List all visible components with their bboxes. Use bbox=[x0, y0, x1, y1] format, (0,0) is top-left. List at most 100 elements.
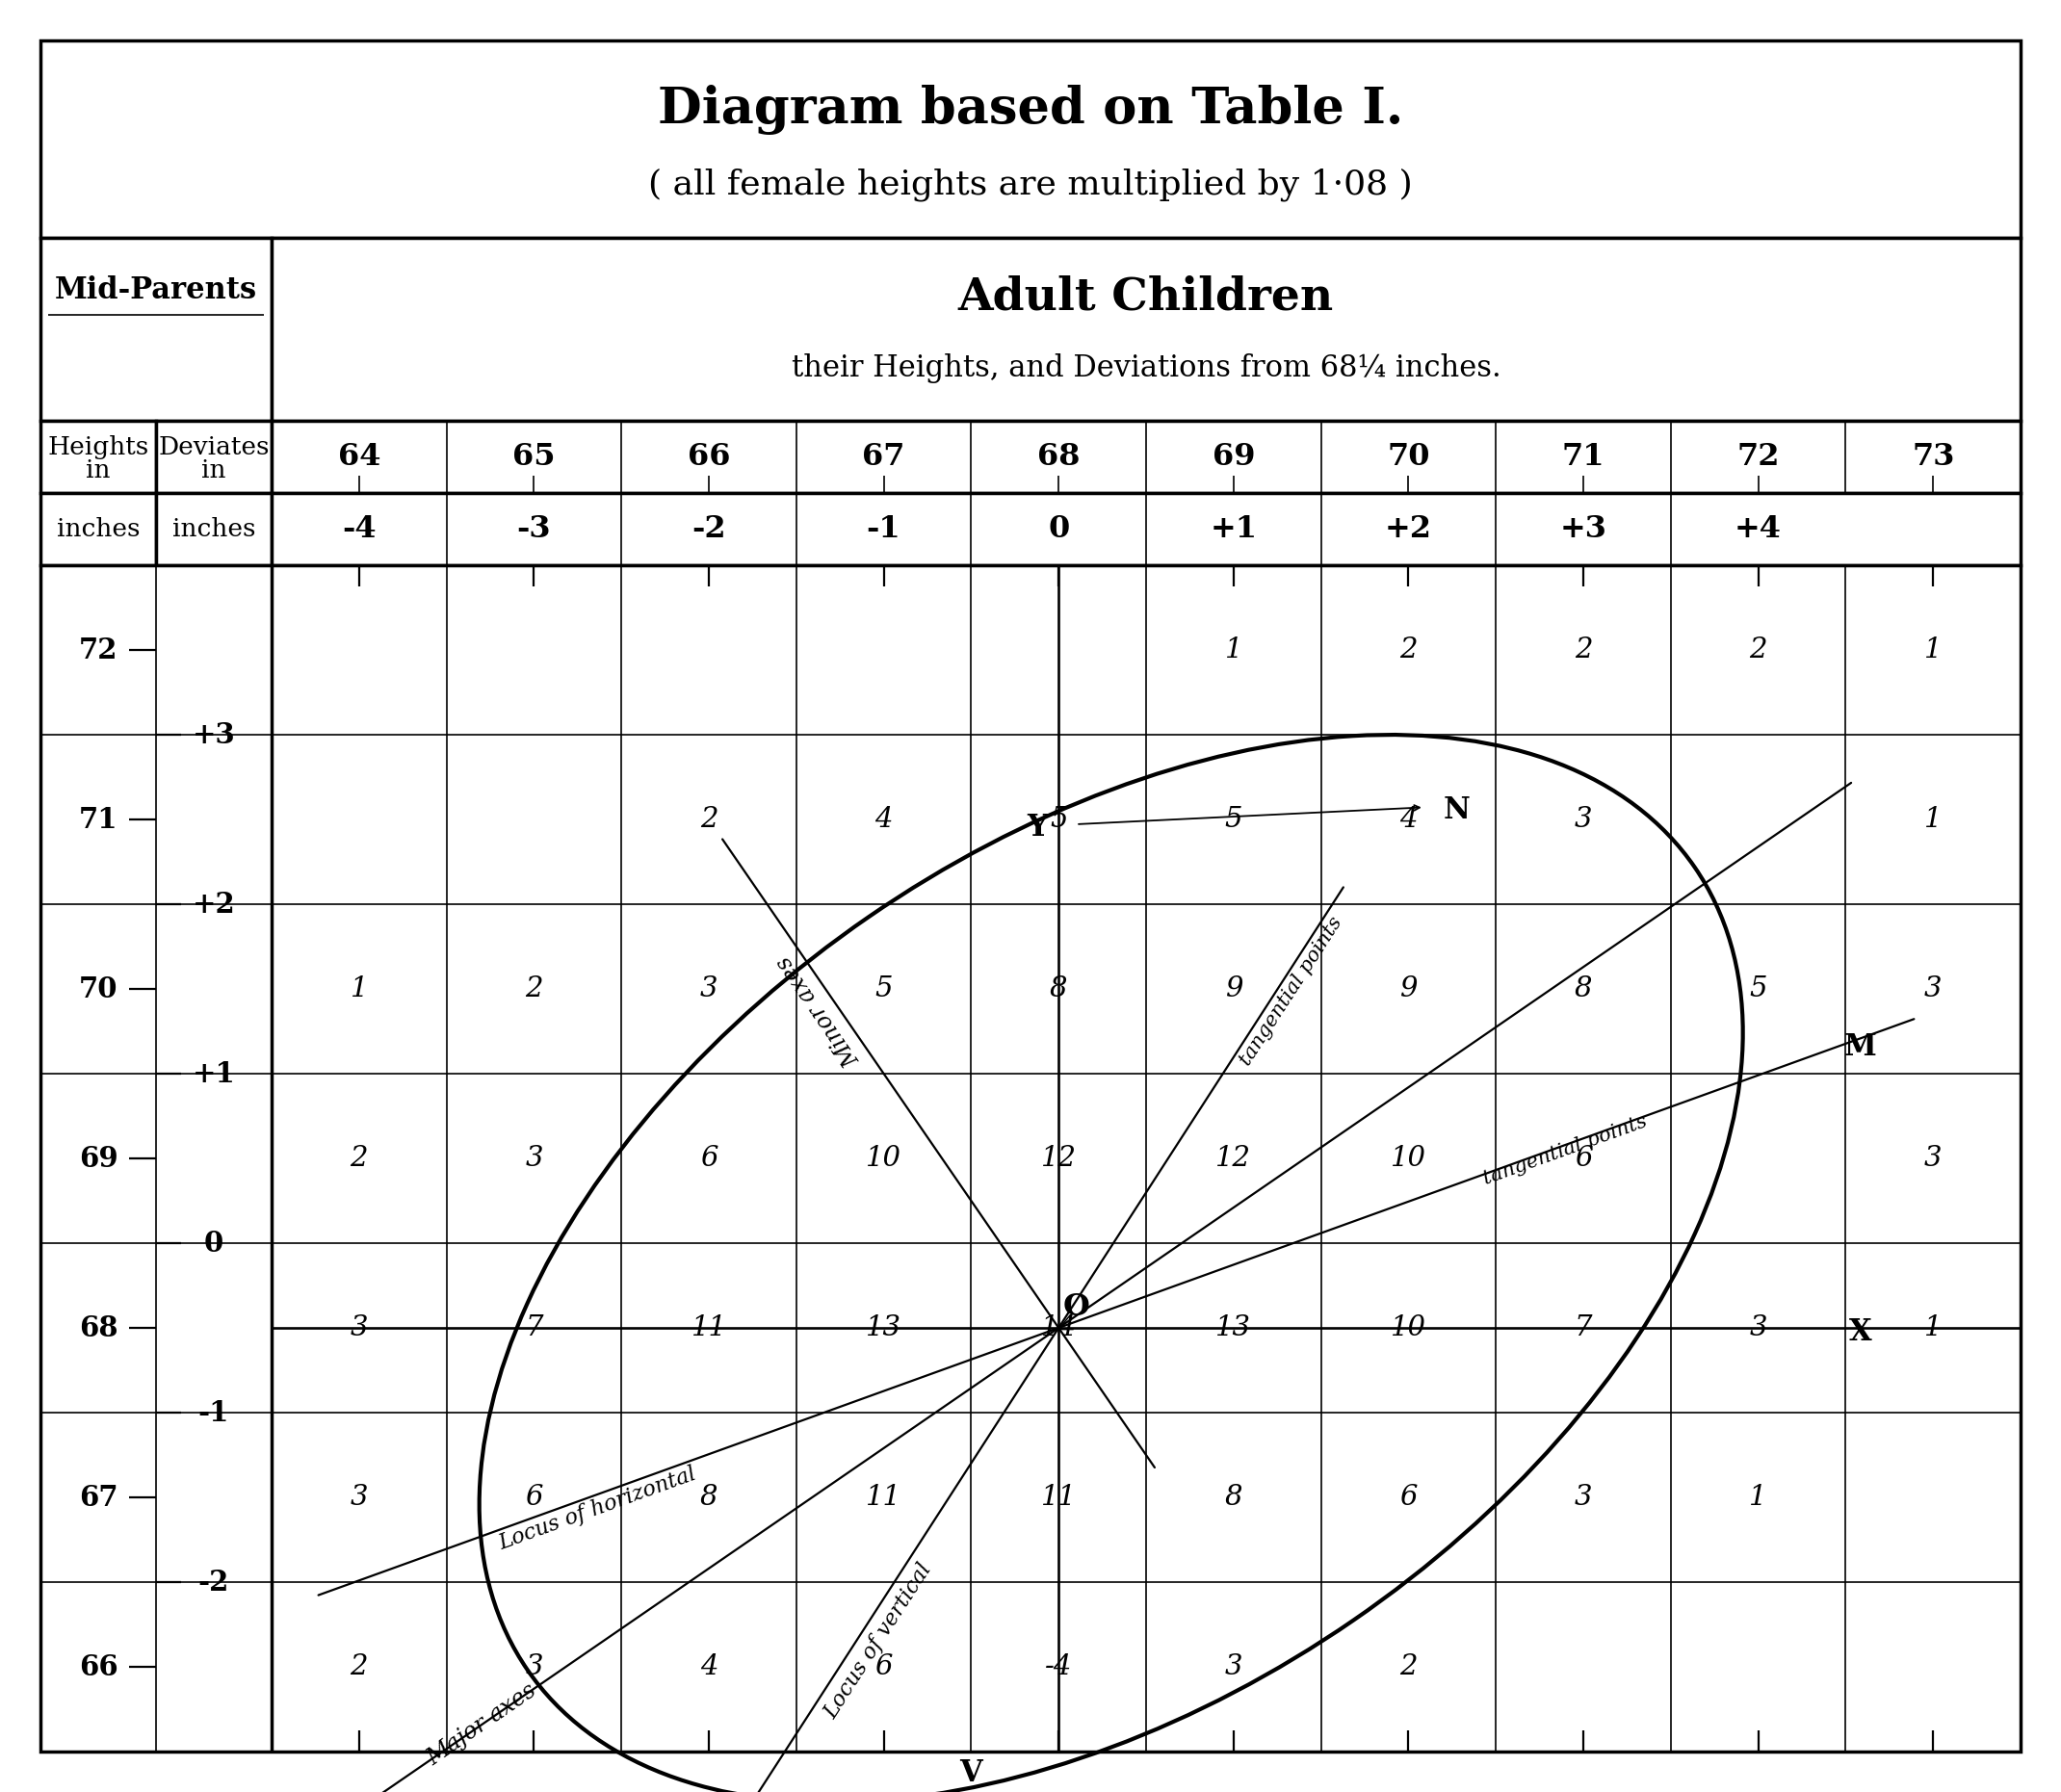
Text: 67: 67 bbox=[861, 443, 905, 471]
Text: 2: 2 bbox=[1399, 636, 1418, 663]
Text: -3: -3 bbox=[517, 514, 550, 545]
Text: 2: 2 bbox=[1575, 636, 1593, 663]
Text: 9: 9 bbox=[1399, 975, 1418, 1002]
Text: 0: 0 bbox=[204, 1229, 223, 1258]
Text: tangential points: tangential points bbox=[1237, 914, 1346, 1068]
Text: 3: 3 bbox=[526, 1145, 542, 1172]
Text: inches: inches bbox=[173, 518, 256, 541]
Bar bbox=[157, 493, 272, 564]
Text: +1: +1 bbox=[192, 1059, 235, 1088]
Text: 3: 3 bbox=[1750, 1314, 1766, 1342]
Text: inches: inches bbox=[56, 518, 140, 541]
Text: 6: 6 bbox=[1399, 1484, 1418, 1511]
Text: -2: -2 bbox=[692, 514, 725, 545]
Text: 67: 67 bbox=[78, 1484, 117, 1511]
Bar bbox=[272, 493, 2020, 564]
Text: Diagram based on Table I.: Diagram based on Table I. bbox=[657, 84, 1404, 134]
Text: +3: +3 bbox=[1560, 514, 1608, 545]
Text: 2: 2 bbox=[1750, 636, 1766, 663]
Text: Major axes: Major axes bbox=[423, 1679, 542, 1769]
Text: -4: -4 bbox=[342, 514, 377, 545]
Text: 69: 69 bbox=[78, 1145, 117, 1172]
Text: 12: 12 bbox=[1041, 1145, 1076, 1172]
Text: 3: 3 bbox=[701, 975, 717, 1002]
Text: 3: 3 bbox=[350, 1314, 369, 1342]
Text: 1: 1 bbox=[1925, 636, 1941, 663]
Text: -1: -1 bbox=[198, 1398, 229, 1426]
Text: 11: 11 bbox=[866, 1484, 901, 1511]
Bar bbox=[41, 564, 2020, 1751]
Text: 71: 71 bbox=[1562, 443, 1606, 471]
Text: their Heights, and Deviations from 68¼ inches.: their Heights, and Deviations from 68¼ i… bbox=[791, 353, 1500, 383]
Text: 2: 2 bbox=[350, 1145, 369, 1172]
Text: 1: 1 bbox=[1224, 636, 1243, 663]
Text: Deviates: Deviates bbox=[159, 435, 270, 459]
Text: 4: 4 bbox=[874, 806, 892, 833]
Text: 13: 13 bbox=[866, 1314, 901, 1342]
Text: 1: 1 bbox=[1925, 806, 1941, 833]
Text: 2: 2 bbox=[1399, 1654, 1418, 1681]
Text: N: N bbox=[1443, 796, 1469, 824]
Text: 72: 72 bbox=[78, 636, 117, 663]
Text: 72: 72 bbox=[1737, 443, 1779, 471]
Bar bbox=[41, 238, 272, 421]
Text: Locus of horizontal: Locus of horizontal bbox=[497, 1464, 701, 1554]
Text: M: M bbox=[1845, 1032, 1876, 1063]
Text: 3: 3 bbox=[1925, 975, 1941, 1002]
Text: 2: 2 bbox=[350, 1654, 369, 1681]
Text: ( all female heights are multiplied by 1·08 ): ( all female heights are multiplied by 1… bbox=[649, 168, 1412, 201]
Text: 65: 65 bbox=[513, 443, 554, 471]
Text: -1: -1 bbox=[866, 514, 901, 545]
Text: 14: 14 bbox=[1041, 1314, 1076, 1342]
Bar bbox=[41, 41, 2020, 238]
Text: 2: 2 bbox=[526, 975, 542, 1002]
Text: 13: 13 bbox=[1216, 1314, 1251, 1342]
Text: 2: 2 bbox=[701, 806, 717, 833]
Text: 5: 5 bbox=[1224, 806, 1243, 833]
Text: Minor axes: Minor axes bbox=[773, 952, 864, 1070]
Text: 0: 0 bbox=[1047, 514, 1070, 545]
Text: +2: +2 bbox=[1385, 514, 1432, 545]
Text: Heights: Heights bbox=[47, 435, 148, 459]
Text: 3: 3 bbox=[1224, 1654, 1243, 1681]
Text: 6: 6 bbox=[701, 1145, 717, 1172]
Text: 4: 4 bbox=[701, 1654, 717, 1681]
Text: Y: Y bbox=[1026, 812, 1047, 842]
Text: +1: +1 bbox=[1210, 514, 1257, 545]
Text: 1: 1 bbox=[1925, 1314, 1941, 1342]
Text: 64: 64 bbox=[338, 443, 381, 471]
Text: -2: -2 bbox=[198, 1568, 229, 1597]
Text: 9: 9 bbox=[1224, 975, 1243, 1002]
Text: -4: -4 bbox=[1045, 1654, 1072, 1681]
Text: 1: 1 bbox=[350, 975, 369, 1002]
Text: 3: 3 bbox=[1575, 1484, 1593, 1511]
Text: 10: 10 bbox=[1391, 1145, 1426, 1172]
Text: 5: 5 bbox=[1750, 975, 1766, 1002]
Text: in: in bbox=[87, 459, 111, 482]
Text: X: X bbox=[1849, 1317, 1871, 1348]
Text: +2: +2 bbox=[192, 891, 235, 918]
Text: 8: 8 bbox=[1049, 975, 1068, 1002]
Text: 10: 10 bbox=[1391, 1314, 1426, 1342]
Text: 8: 8 bbox=[1224, 1484, 1243, 1511]
Text: 3: 3 bbox=[350, 1484, 369, 1511]
Bar bbox=[157, 421, 272, 493]
Text: 70: 70 bbox=[78, 975, 117, 1004]
Text: +4: +4 bbox=[1735, 514, 1783, 545]
Text: 6: 6 bbox=[1575, 1145, 1593, 1172]
Text: 8: 8 bbox=[1575, 975, 1593, 1002]
Text: 3: 3 bbox=[526, 1654, 542, 1681]
Text: 8: 8 bbox=[701, 1484, 717, 1511]
Text: 11: 11 bbox=[690, 1314, 728, 1342]
Bar bbox=[272, 238, 2020, 421]
Bar bbox=[272, 421, 2020, 493]
Text: 3: 3 bbox=[1575, 806, 1593, 833]
Text: 7: 7 bbox=[1575, 1314, 1593, 1342]
Text: 5: 5 bbox=[1049, 806, 1068, 833]
Text: 68: 68 bbox=[78, 1314, 117, 1342]
Text: 5: 5 bbox=[874, 975, 892, 1002]
Text: 7: 7 bbox=[526, 1314, 542, 1342]
Text: 66: 66 bbox=[688, 443, 730, 471]
Text: +3: +3 bbox=[192, 720, 235, 749]
Text: 4: 4 bbox=[1399, 806, 1418, 833]
